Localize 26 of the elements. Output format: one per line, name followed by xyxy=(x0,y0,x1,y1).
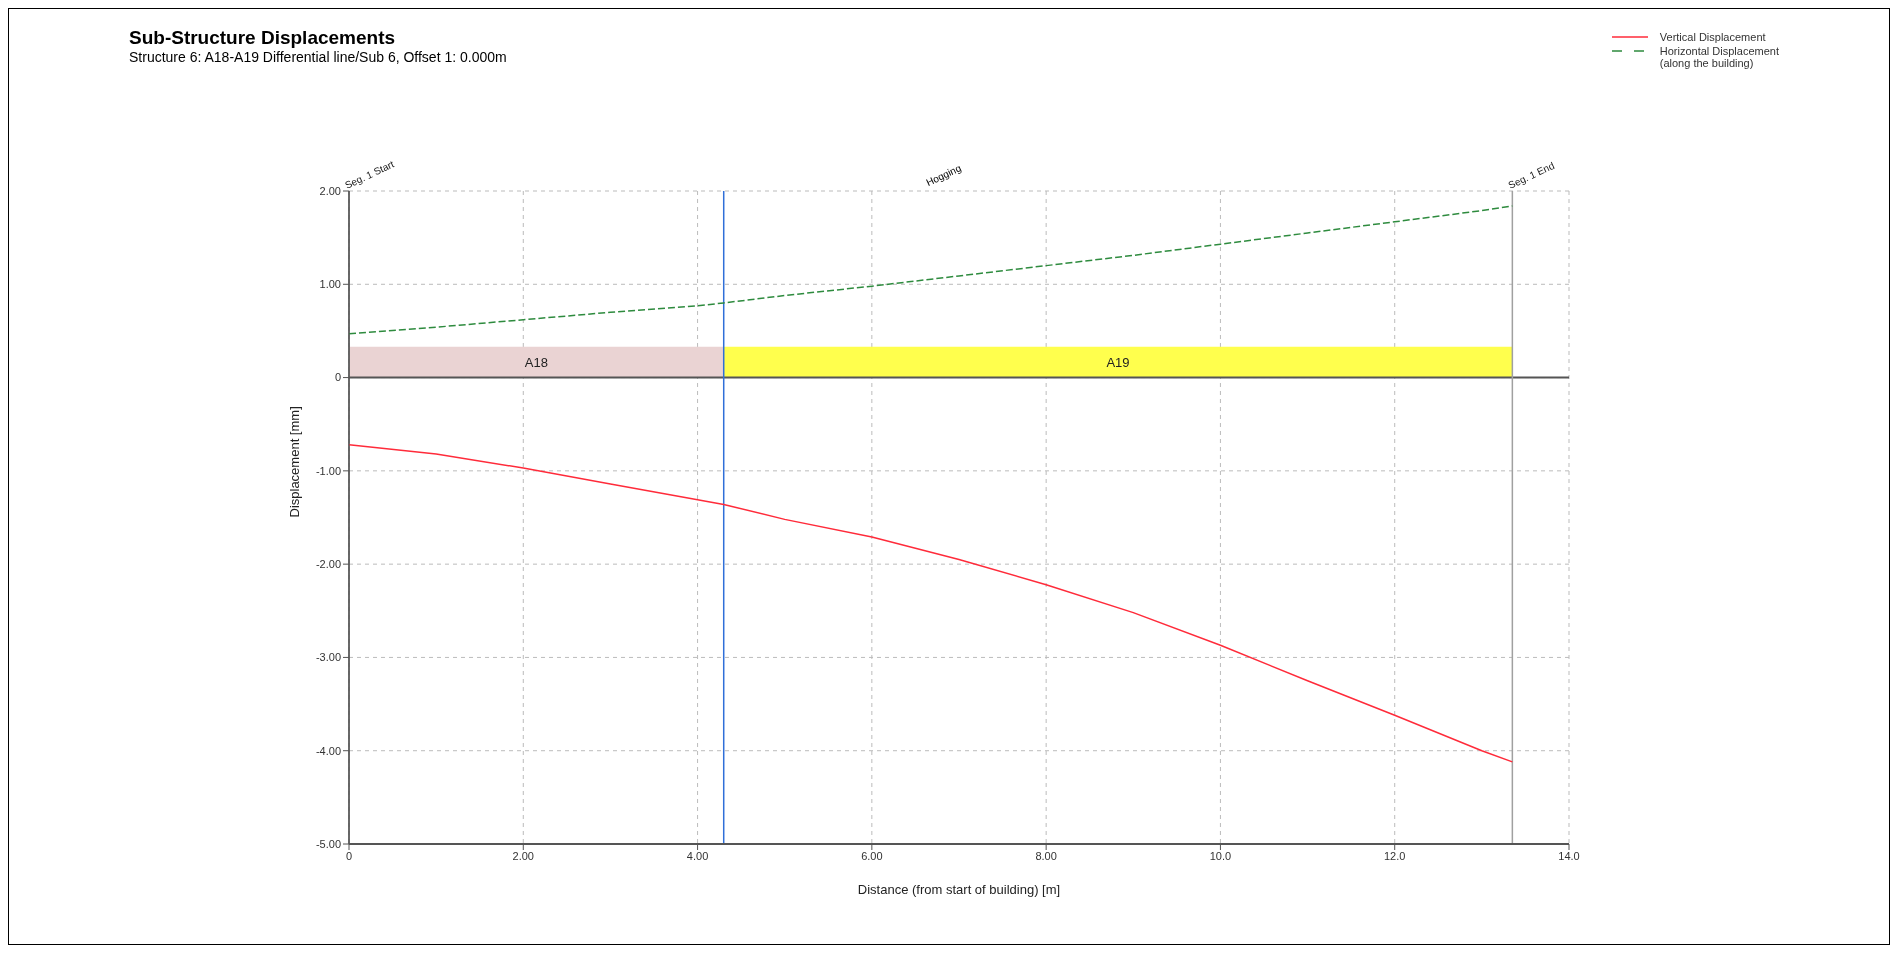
ref-line-label: Seg. 1 Start xyxy=(343,158,396,191)
y-tick-label: 0 xyxy=(334,371,341,384)
y-tick-label: -2.00 xyxy=(315,558,341,571)
x-tick-label: 14.0 xyxy=(1558,849,1580,862)
ref-line-label: Seg. 1 End xyxy=(1506,159,1557,191)
x-axis-title: Distance (from start of building) [m] xyxy=(857,882,1061,897)
x-tick-label: 12.0 xyxy=(1384,849,1406,862)
band-label: A19 xyxy=(1106,354,1130,370)
x-tick-label: 2.00 xyxy=(512,849,534,862)
x-tick-label: 0 xyxy=(345,849,353,862)
x-tick-label: 8.00 xyxy=(1035,849,1057,862)
y-tick-label: 2.00 xyxy=(319,184,341,197)
y-axis-title: Displacement [mm] xyxy=(286,406,302,518)
x-tick-label: 6.00 xyxy=(861,849,883,862)
legend-label: Horizontal Displacement (along the building) xyxy=(1659,45,1779,69)
y-tick-label: -5.00 xyxy=(315,837,341,850)
chart-subtitle: Structure 6: A18-A19 Differential line/Sub 6, Offset 1: 0.000m xyxy=(129,49,507,65)
y-tick-label: -3.00 xyxy=(315,651,341,664)
legend-label: Vertical Displacement xyxy=(1659,31,1766,43)
chart-title: Sub-Structure Displacements xyxy=(129,27,397,49)
y-tick-label: -4.00 xyxy=(315,744,341,757)
x-tick-label: 10.0 xyxy=(1209,849,1232,862)
x-tick-label: 4.00 xyxy=(686,849,709,862)
y-tick-label: -1.00 xyxy=(315,464,341,477)
y-tick-label: 1.00 xyxy=(319,278,341,291)
band-label: A18 xyxy=(524,354,548,370)
